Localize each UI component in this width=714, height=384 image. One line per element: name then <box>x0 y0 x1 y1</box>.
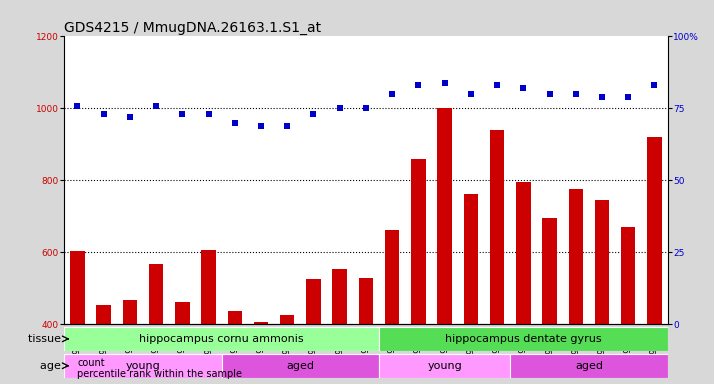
Bar <box>511 354 668 378</box>
Point <box>98 111 109 118</box>
Bar <box>490 130 504 324</box>
Point <box>308 111 319 118</box>
Text: age: age <box>40 361 64 371</box>
Point <box>151 103 162 109</box>
Point <box>124 114 136 120</box>
Point <box>334 106 346 112</box>
Point <box>596 94 608 100</box>
Point <box>623 94 634 100</box>
Point <box>465 91 476 97</box>
Bar <box>379 327 668 351</box>
Point <box>413 83 424 89</box>
Bar <box>411 159 426 324</box>
Text: count: count <box>77 358 105 368</box>
Bar <box>64 354 221 378</box>
Bar <box>438 108 452 324</box>
Bar <box>543 218 557 324</box>
Point <box>518 85 529 91</box>
Point <box>361 106 372 112</box>
Bar <box>64 327 379 351</box>
Bar <box>385 230 399 324</box>
Bar <box>379 354 511 378</box>
Bar <box>149 264 164 324</box>
Point <box>570 91 581 97</box>
Point <box>256 123 267 129</box>
Point <box>229 120 241 126</box>
Bar <box>595 200 609 324</box>
Text: young: young <box>126 361 161 371</box>
Bar <box>221 354 379 378</box>
Text: GDS4215 / MmugDNA.26163.1.S1_at: GDS4215 / MmugDNA.26163.1.S1_at <box>64 21 321 35</box>
Bar <box>201 250 216 324</box>
Bar <box>70 252 84 324</box>
Bar <box>568 189 583 324</box>
Bar <box>96 305 111 324</box>
Bar <box>463 194 478 324</box>
Bar <box>253 321 268 324</box>
Text: aged: aged <box>286 361 314 371</box>
Point <box>386 91 398 97</box>
Bar <box>123 300 137 324</box>
Point <box>176 111 188 118</box>
Point <box>203 111 214 118</box>
Bar <box>228 311 242 324</box>
Text: hippocampus cornu ammonis: hippocampus cornu ammonis <box>139 334 304 344</box>
Text: aged: aged <box>575 361 603 371</box>
Bar <box>648 137 662 324</box>
Point <box>281 123 293 129</box>
Bar <box>175 302 189 324</box>
Text: young: young <box>427 361 462 371</box>
Bar <box>333 269 347 324</box>
Point <box>491 83 503 89</box>
Text: hippocampus dentate gyrus: hippocampus dentate gyrus <box>445 334 602 344</box>
Point <box>71 103 83 109</box>
Text: tissue: tissue <box>28 334 64 344</box>
Point <box>649 83 660 89</box>
Point <box>439 79 451 86</box>
Bar <box>516 182 531 324</box>
Bar <box>306 280 321 324</box>
Text: percentile rank within the sample: percentile rank within the sample <box>77 369 242 379</box>
Bar <box>621 227 635 324</box>
Point <box>544 91 555 97</box>
Bar <box>358 278 373 324</box>
Bar <box>280 315 294 324</box>
